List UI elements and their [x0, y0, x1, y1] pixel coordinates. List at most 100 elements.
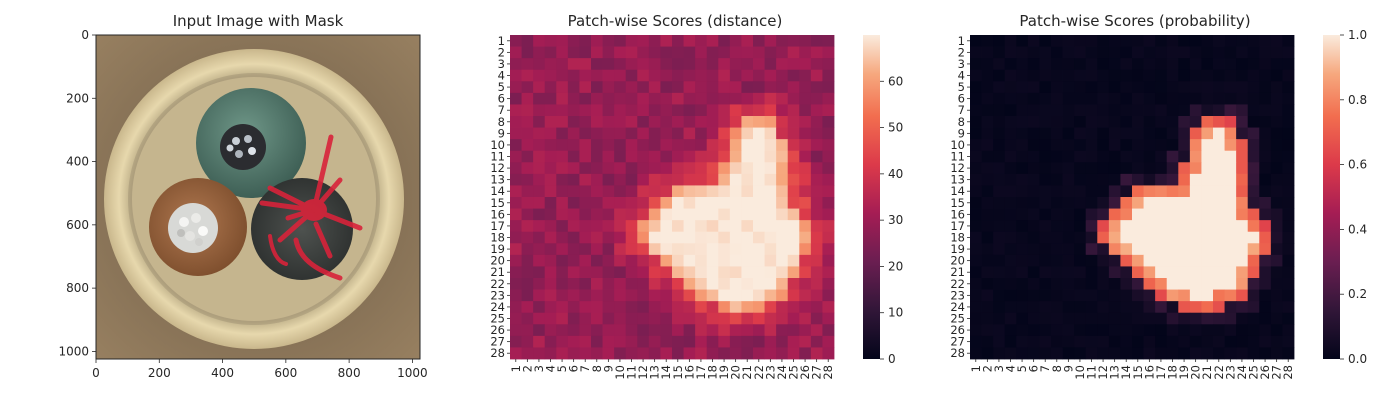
heatmap-cell — [1004, 301, 1017, 314]
heatmap-cell — [1178, 58, 1191, 71]
heatmap-cell — [718, 127, 731, 140]
heatmap-cell — [1004, 289, 1017, 302]
heatmap-cell — [567, 254, 580, 267]
heatmap-cell — [729, 289, 742, 302]
heatmap-cell — [1074, 254, 1087, 267]
heatmap-cell — [1155, 231, 1168, 244]
heatmap-cell — [822, 81, 835, 94]
heatmap-cell — [1062, 266, 1075, 279]
y-tick-label: 18 — [950, 231, 965, 245]
heatmap-cell — [993, 92, 1006, 105]
heatmap-cell — [544, 197, 557, 209]
y-tick-label: 13 — [950, 173, 965, 187]
heatmap-cell — [729, 173, 742, 186]
heatmap-cell — [1085, 243, 1098, 256]
heatmap-cell — [1016, 208, 1029, 221]
heatmap-cell — [533, 139, 546, 152]
heatmap-cell — [625, 127, 638, 140]
heatmap-cell — [1108, 185, 1121, 198]
heatmap-cell — [718, 289, 731, 302]
heatmap-cell — [544, 220, 557, 233]
heatmap-cell — [1108, 116, 1121, 128]
heatmap-cell — [591, 104, 603, 117]
heatmap-cell — [602, 266, 615, 279]
heatmap-cell — [521, 46, 534, 59]
heatmap-cell — [981, 220, 994, 233]
heatmap-cell — [625, 116, 638, 128]
y-tick-label: 8 — [958, 115, 965, 129]
heatmap-cell — [1074, 139, 1087, 152]
heatmap-cell — [556, 69, 569, 82]
heatmap-cell — [764, 208, 777, 221]
heatmap-cell — [1132, 220, 1144, 233]
heatmap-cell — [1155, 162, 1168, 175]
heatmap-cell — [1120, 116, 1133, 128]
heatmap-cell — [981, 116, 994, 128]
heatmap-cell — [1051, 220, 1063, 233]
heatmap-cell — [510, 254, 522, 267]
heatmap-cell — [764, 81, 777, 94]
heatmap-cell — [1189, 324, 1202, 337]
heatmap-cell — [1213, 173, 1225, 186]
heatmap-cell — [625, 162, 638, 175]
heatmap-cell — [729, 208, 742, 221]
heatmap-cell — [648, 254, 661, 267]
heatmap-cell — [1062, 58, 1075, 71]
heatmap-cell — [683, 243, 696, 256]
heatmap-cell — [591, 35, 603, 47]
heatmap-cell — [1178, 81, 1191, 94]
heatmap-cell — [556, 208, 569, 221]
heatmap-cell — [672, 185, 684, 198]
heatmap-cell — [672, 266, 684, 279]
heatmap-cell — [970, 81, 982, 94]
y-tick-label: 12 — [950, 161, 965, 175]
heatmap-cell — [718, 104, 731, 117]
heatmap-cell — [787, 69, 800, 82]
heatmap-cell — [776, 301, 789, 314]
heatmap-cell — [567, 266, 580, 279]
y-tick-label: 1 — [498, 34, 505, 48]
x-tick-label: 21 — [1200, 365, 1214, 380]
heatmap-cell — [672, 231, 684, 244]
heatmap-cell — [1074, 92, 1087, 105]
heatmap-cell — [1132, 104, 1144, 117]
heatmap-cell — [1213, 324, 1225, 337]
heatmap-cell — [602, 58, 615, 71]
heatmap-cell — [1120, 150, 1133, 163]
y-tick-label: 20 — [950, 254, 965, 268]
heatmap-cell — [799, 220, 812, 233]
heatmap-cell — [810, 162, 823, 175]
heatmap-cell — [1027, 208, 1040, 221]
heatmap-cell — [729, 150, 742, 163]
heatmap-cell — [672, 46, 684, 59]
heatmap-cell — [764, 266, 777, 279]
heatmap-cell — [970, 185, 982, 198]
heatmap-cell — [556, 162, 569, 175]
heatmap-cell — [822, 197, 835, 209]
heatmap-cell — [1039, 92, 1052, 105]
distance-panel: Patch-wise Scores (distance) 11223344556… — [490, 12, 903, 380]
heatmap-cell — [1178, 116, 1191, 128]
heatmap-cell — [787, 278, 800, 290]
heatmap-cell — [981, 278, 994, 290]
heatmap-cell — [648, 127, 661, 140]
heatmap-cell — [1236, 81, 1249, 94]
colorbar-tick-label: 0 — [888, 352, 896, 366]
heatmap-cell — [753, 127, 765, 140]
y-tick-label: 23 — [950, 288, 965, 302]
heatmap-cell — [993, 324, 1006, 337]
heatmap-cell — [753, 162, 765, 175]
heatmap-cell — [822, 185, 835, 198]
heatmap-cell — [1224, 312, 1237, 325]
heatmap-cell — [810, 254, 823, 267]
heatmap-cell — [1213, 139, 1225, 152]
heatmap-cell — [637, 69, 650, 82]
heatmap-cell — [1189, 335, 1202, 348]
heatmap-cell — [822, 92, 835, 105]
heatmap-cell — [579, 243, 592, 256]
heatmap-cell — [1213, 231, 1225, 244]
heatmap-cell — [1143, 347, 1156, 360]
heatmap-cell — [1270, 69, 1283, 82]
x-tick-label: 16 — [682, 365, 696, 380]
